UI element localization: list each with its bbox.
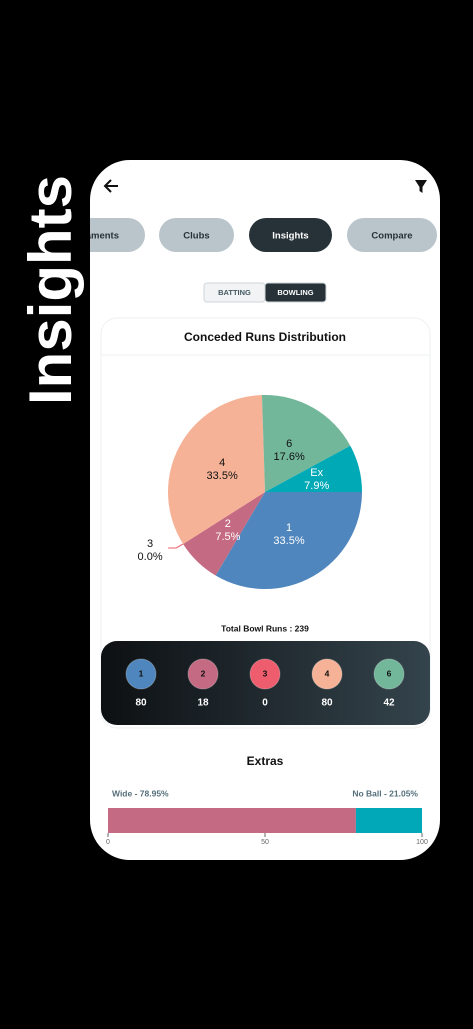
toggle-option[interactable]: [264, 282, 327, 303]
slice-value-label: 0.0%: [138, 551, 163, 563]
summary-badge: [125, 658, 157, 690]
summary-value: 18: [197, 698, 209, 709]
slice-category: 4: [219, 457, 225, 469]
summary-badge: [249, 658, 281, 690]
pie-slice: [183, 492, 265, 576]
x-tick-label: 0: [106, 839, 110, 846]
pie-slice: [215, 492, 362, 589]
filter-button[interactable]: [415, 180, 427, 193]
tab[interactable]: [249, 218, 332, 252]
pie-slice: [167, 395, 265, 544]
summary-badge: [373, 658, 405, 690]
tab[interactable]: [347, 218, 437, 252]
tab-label: Insights: [272, 231, 308, 242]
slice-category: 6: [286, 438, 292, 450]
x-tick-label: 50: [261, 839, 269, 846]
series-label: No Ball - 21.05%: [352, 788, 418, 798]
slice-value-label: 17.6%: [274, 451, 305, 463]
pie-slice: [261, 395, 351, 492]
summary-label: 4: [325, 668, 330, 678]
tab[interactable]: [159, 218, 234, 252]
toggle-label: BATTING: [218, 288, 251, 297]
summary-value: 80: [321, 698, 333, 709]
summary-value: 80: [135, 698, 147, 709]
summary-value: 42: [383, 698, 395, 709]
chart-title: Conceded Runs Distribution: [184, 330, 346, 344]
phone-content: Conceded Runs Distribution Total Bowl Ru…: [40, 179, 437, 846]
slice-category: 2: [225, 518, 231, 530]
slice-value-label: 33.5%: [207, 470, 238, 482]
back-button[interactable]: [103, 179, 118, 193]
tab-label: aments: [86, 231, 119, 242]
bar-segment: [355, 808, 422, 833]
slice-category: 1: [286, 522, 292, 534]
pie-slice: [265, 445, 362, 492]
summary-label: 2: [201, 668, 206, 678]
summary-value: 0: [262, 698, 268, 709]
summary-badge: [187, 658, 219, 690]
series-label: Wide - 78.95%: [112, 788, 169, 798]
summary-label: 1: [139, 668, 144, 678]
slice-category: Ex: [310, 467, 323, 479]
slice-category: 3: [147, 538, 153, 550]
total-label: Total Bowl Runs : 239: [221, 623, 309, 633]
summary-label: 6: [387, 668, 392, 678]
bar-segment: [108, 808, 356, 833]
slice-value-label: 33.5%: [273, 535, 304, 547]
summary-badge: [311, 658, 343, 690]
tab[interactable]: [40, 218, 145, 252]
extras-title: Extras: [247, 754, 284, 768]
leader-line: [168, 543, 184, 549]
slice-value-label: 7.5%: [215, 531, 240, 543]
slice-value-label: 7.9%: [304, 480, 329, 492]
toggle-label: BOWLING: [277, 288, 313, 297]
page-title: Insights: [17, 175, 84, 405]
x-tick-label: 100: [416, 839, 428, 846]
summary-label: 3: [263, 668, 268, 678]
tab-label: Clubs: [183, 231, 209, 242]
tab-label: Compare: [371, 231, 412, 242]
